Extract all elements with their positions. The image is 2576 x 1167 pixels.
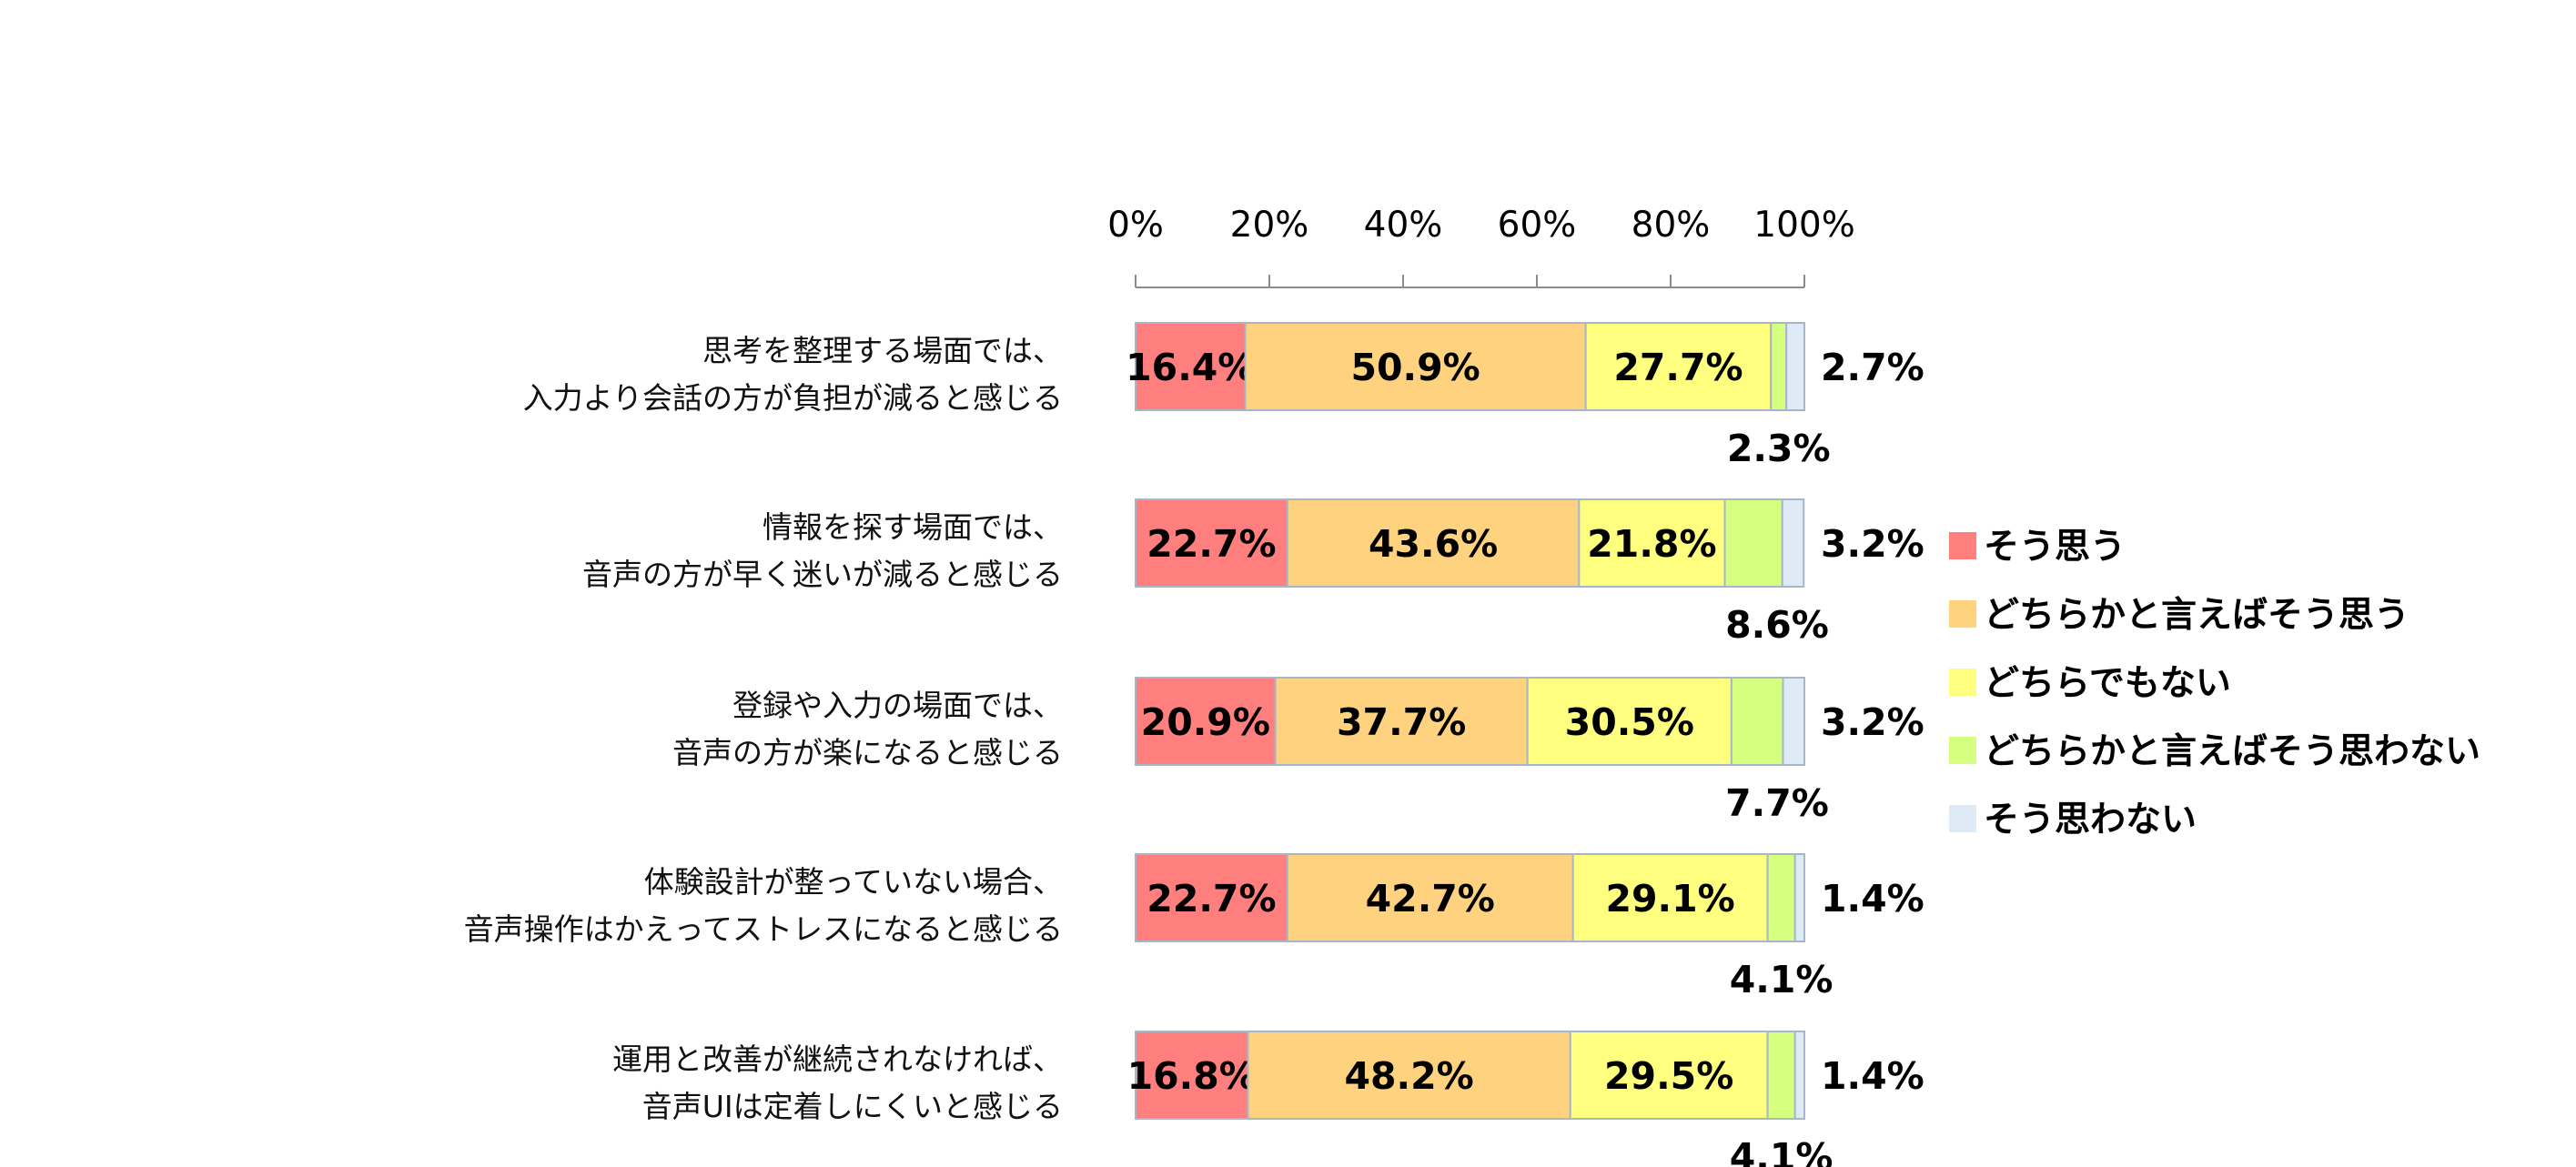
legend-swatch	[1949, 737, 1976, 764]
x-tick-label: 100%	[1753, 205, 1855, 246]
legend-swatch	[1949, 600, 1976, 628]
bar-segment	[1135, 498, 1288, 588]
bar-segment	[1584, 322, 1773, 411]
bar-segment	[1569, 1031, 1769, 1120]
data-label: 8.6%	[1725, 603, 1829, 647]
data-label: 4.1%	[1730, 958, 1834, 1001]
data-label: 2.3%	[1727, 427, 1831, 470]
data-label: 43.6%	[1369, 522, 1498, 566]
bar-segment	[1526, 677, 1732, 766]
legend-label: どちらかと言えばそう思う	[1984, 595, 2409, 636]
category-label: 運用と改善が継続されなければ、	[612, 1041, 1063, 1077]
data-label: 20.9%	[1141, 700, 1270, 744]
x-tick-label: 80%	[1631, 205, 1711, 246]
data-label: 50.9%	[1350, 346, 1480, 389]
data-label: 7.7%	[1725, 781, 1829, 825]
data-label: 1.4%	[1821, 877, 1924, 921]
legend-swatch	[1949, 669, 1976, 696]
data-label: 1.4%	[1821, 1054, 1924, 1098]
category-label: 登録や入力の場面では、	[732, 688, 1063, 723]
bar-segment	[1782, 677, 1805, 766]
data-label: 3.2%	[1821, 700, 1924, 744]
legend-swatch	[1949, 805, 1976, 832]
data-label: 29.1%	[1606, 877, 1735, 921]
data-label: 29.5%	[1604, 1054, 1733, 1098]
category-label: 音声操作はかえってストレスになると感じる	[464, 911, 1063, 947]
bar-segment	[1785, 322, 1806, 411]
category-label: 音声の方が楽になると感じる	[672, 735, 1063, 770]
data-label: 30.5%	[1565, 700, 1694, 744]
category-label: 音声UIは定着しにくいと感じる	[642, 1089, 1063, 1124]
data-label: 4.1%	[1730, 1135, 1834, 1167]
x-tick-label: 60%	[1498, 205, 1577, 246]
x-tick-label: 0%	[1107, 205, 1164, 246]
bar-segment	[1766, 1031, 1796, 1120]
bar-segment	[1135, 322, 1247, 411]
bar-segment	[1766, 853, 1796, 942]
data-label: 2.7%	[1821, 346, 1924, 389]
bar-segment	[1571, 853, 1769, 942]
legend-label: そう思う	[1984, 527, 2126, 568]
data-label: 21.8%	[1587, 522, 1716, 566]
bar-segment	[1286, 853, 1574, 942]
bar-segment	[1135, 1031, 1249, 1120]
bar-segment	[1781, 498, 1805, 588]
data-label: 16.4%	[1126, 346, 1255, 389]
category-label: 体験設計が整っていない場合、	[644, 864, 1063, 900]
category-label: 情報を探す場面では、	[763, 509, 1063, 545]
category-label: 思考を整理する場面では、	[702, 333, 1063, 368]
bar-segment	[1793, 1031, 1805, 1120]
category-label: 入力より会話の方が負担が減ると感じる	[523, 380, 1063, 416]
bar-segment	[1247, 1031, 1571, 1120]
bar-segment	[1793, 853, 1805, 942]
x-tick-label: 20%	[1230, 205, 1309, 246]
data-label: 42.7%	[1366, 877, 1495, 921]
bar-segment	[1723, 498, 1783, 588]
data-label: 27.7%	[1613, 346, 1743, 389]
bar-segment	[1730, 677, 1784, 766]
data-label: 22.7%	[1147, 522, 1276, 566]
legend-label: どちらかと言えばそう思わない	[1984, 731, 2480, 772]
data-label: 37.7%	[1337, 700, 1466, 744]
data-label: 48.2%	[1344, 1054, 1473, 1098]
bar-segment	[1244, 322, 1587, 411]
data-label: 22.7%	[1147, 877, 1276, 921]
bar-segment	[1770, 322, 1788, 411]
category-label: 音声の方が早く迷いが減ると感じる	[582, 557, 1063, 592]
legend-label: どちらでもない	[1984, 663, 2231, 704]
data-label: 16.8%	[1127, 1054, 1257, 1098]
bar-segment	[1286, 498, 1581, 588]
legend-swatch	[1949, 532, 1976, 559]
bar-segment	[1578, 498, 1726, 588]
data-label: 3.2%	[1821, 522, 1924, 566]
x-tick-label: 40%	[1364, 205, 1443, 246]
legend-label: そう思わない	[1984, 800, 2197, 840]
